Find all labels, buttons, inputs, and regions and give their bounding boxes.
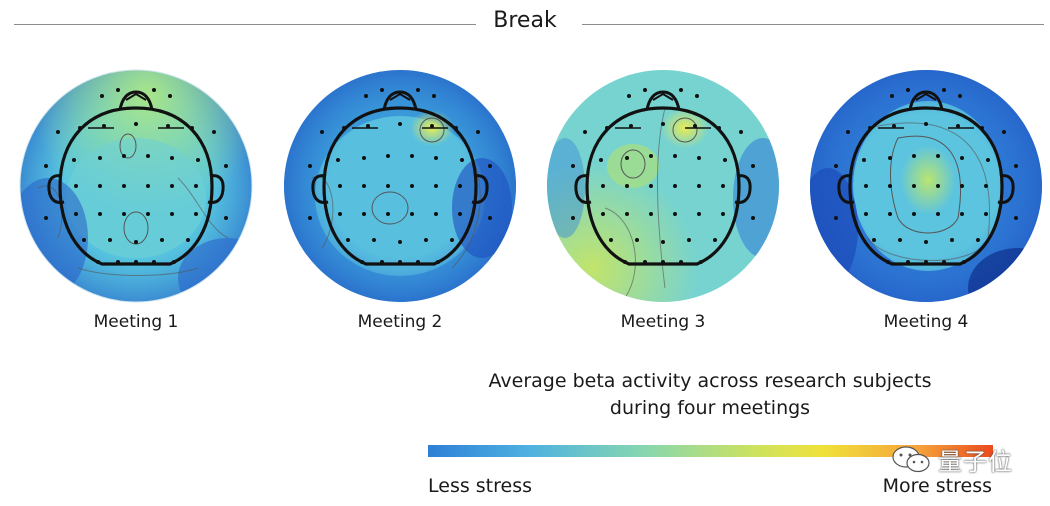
meeting-label-4: Meeting 4 (883, 312, 969, 332)
scale-high-label: More stress (882, 475, 992, 497)
topomap-meeting-3 (545, 68, 781, 304)
header-line-left (14, 24, 476, 25)
stress-color-scale (428, 445, 993, 457)
scale-low-label: Less stress (428, 475, 533, 497)
meeting-label-2: Meeting 2 (357, 312, 443, 332)
watermark-text: 量子位 (938, 448, 1013, 476)
topomap-meeting-4 (808, 68, 1044, 304)
topomap-meeting-1 (18, 68, 254, 304)
watermark: 量子位 (882, 440, 1022, 476)
wechat-icon (892, 446, 930, 473)
meeting-label-1: Meeting 1 (93, 312, 179, 332)
meeting-label-3: Meeting 3 (620, 312, 706, 332)
caption-line-1: Average beta activity across research su… (488, 370, 932, 392)
topomap-meeting-2 (282, 68, 518, 304)
caption-line-2: during four meetings (609, 397, 811, 419)
break-title: Break (493, 8, 557, 33)
header-line-right (582, 24, 1044, 25)
